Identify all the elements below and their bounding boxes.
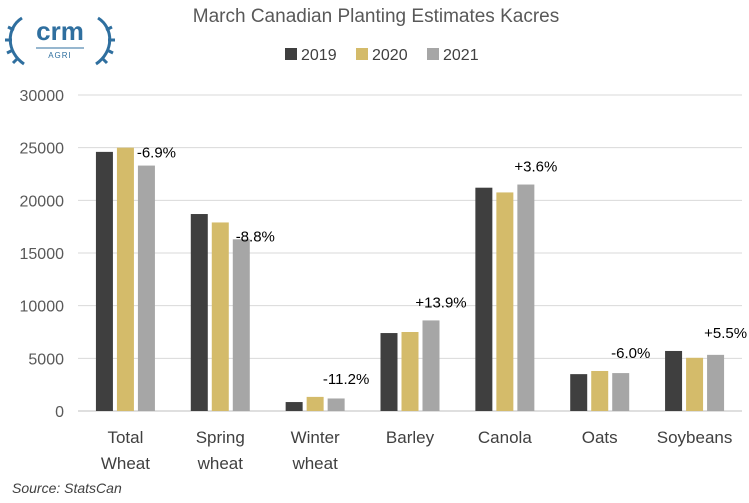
y-tick-label: 10000: [20, 299, 65, 316]
x-category-label: wheat: [197, 454, 244, 473]
bar-2020: [116, 147, 134, 411]
legend-swatch-2020: [356, 48, 368, 60]
bar-2020: [211, 222, 229, 411]
bar-2021: [422, 320, 440, 411]
bar-2020: [686, 357, 704, 411]
change-label: +3.6%: [514, 159, 557, 176]
bar-2021: [707, 354, 725, 411]
x-category-label: Winter: [291, 428, 340, 447]
legend-label-2020: 2020: [372, 47, 408, 64]
y-tick-label: 30000: [20, 88, 65, 105]
legend-label-2019: 2019: [301, 47, 337, 64]
bar-2020: [401, 332, 419, 411]
bar-2020: [306, 396, 324, 411]
change-label: -6.9%: [137, 145, 176, 162]
logo-text: crm: [36, 16, 84, 46]
change-label: +5.5%: [704, 325, 747, 342]
change-label: -6.0%: [611, 345, 650, 362]
bar-2019: [475, 187, 493, 411]
x-axis: Total Wheat Spring wheat Winter wheat Barley Ca…: [101, 428, 733, 473]
bar-2021: [137, 165, 155, 411]
y-tick-label: 0: [55, 404, 64, 421]
legend-swatch-2021: [427, 48, 439, 60]
x-category-label: Barley: [386, 428, 435, 447]
bar-2020: [591, 370, 609, 411]
chart-title: March Canadian Planting Estimates Kacres: [193, 6, 559, 27]
x-category-label: Soybeans: [657, 428, 733, 447]
bar-2019: [380, 333, 398, 411]
bar-2019: [95, 151, 113, 411]
change-label: -8.8%: [236, 228, 275, 245]
bar-2019: [285, 402, 303, 411]
data-labels: -6.9% -8.8% -11.2% +13.9% +3.6% -6.0% +5.5%: [137, 145, 747, 388]
bar-2020: [496, 192, 514, 411]
y-tick-label: 25000: [20, 141, 65, 158]
bar-2021: [232, 239, 250, 411]
x-category-label: wheat: [291, 454, 338, 473]
bars: [95, 147, 725, 411]
bar-2021: [612, 373, 630, 411]
x-category-label: Canola: [478, 428, 532, 447]
legend-label-2021: 2021: [443, 47, 479, 64]
bar-2019: [570, 374, 588, 411]
change-label: +13.9%: [415, 294, 466, 311]
x-category-label: Spring: [196, 428, 245, 447]
source-note: Source: StatsCan: [12, 480, 122, 496]
x-category-label: Oats: [582, 428, 618, 447]
legend: 2019 2020 2021: [285, 47, 479, 64]
bar-2019: [190, 214, 208, 411]
change-label: -11.2%: [323, 371, 369, 388]
y-tick-label: 5000: [28, 351, 64, 368]
y-axis: 0 5000 10000 15000 20000 25000 30000: [20, 88, 65, 421]
logo-subtext: AGRI: [48, 51, 72, 60]
bar-2021: [517, 184, 535, 411]
x-category-label: Total: [107, 428, 143, 447]
legend-swatch-2019: [285, 48, 297, 60]
bar-2021: [327, 398, 345, 411]
crm-agri-logo: crm AGRI: [5, 16, 115, 66]
y-tick-label: 20000: [20, 193, 65, 210]
y-tick-label: 15000: [20, 246, 65, 263]
x-category-label: Wheat: [101, 454, 150, 473]
bar-2019: [665, 350, 683, 411]
